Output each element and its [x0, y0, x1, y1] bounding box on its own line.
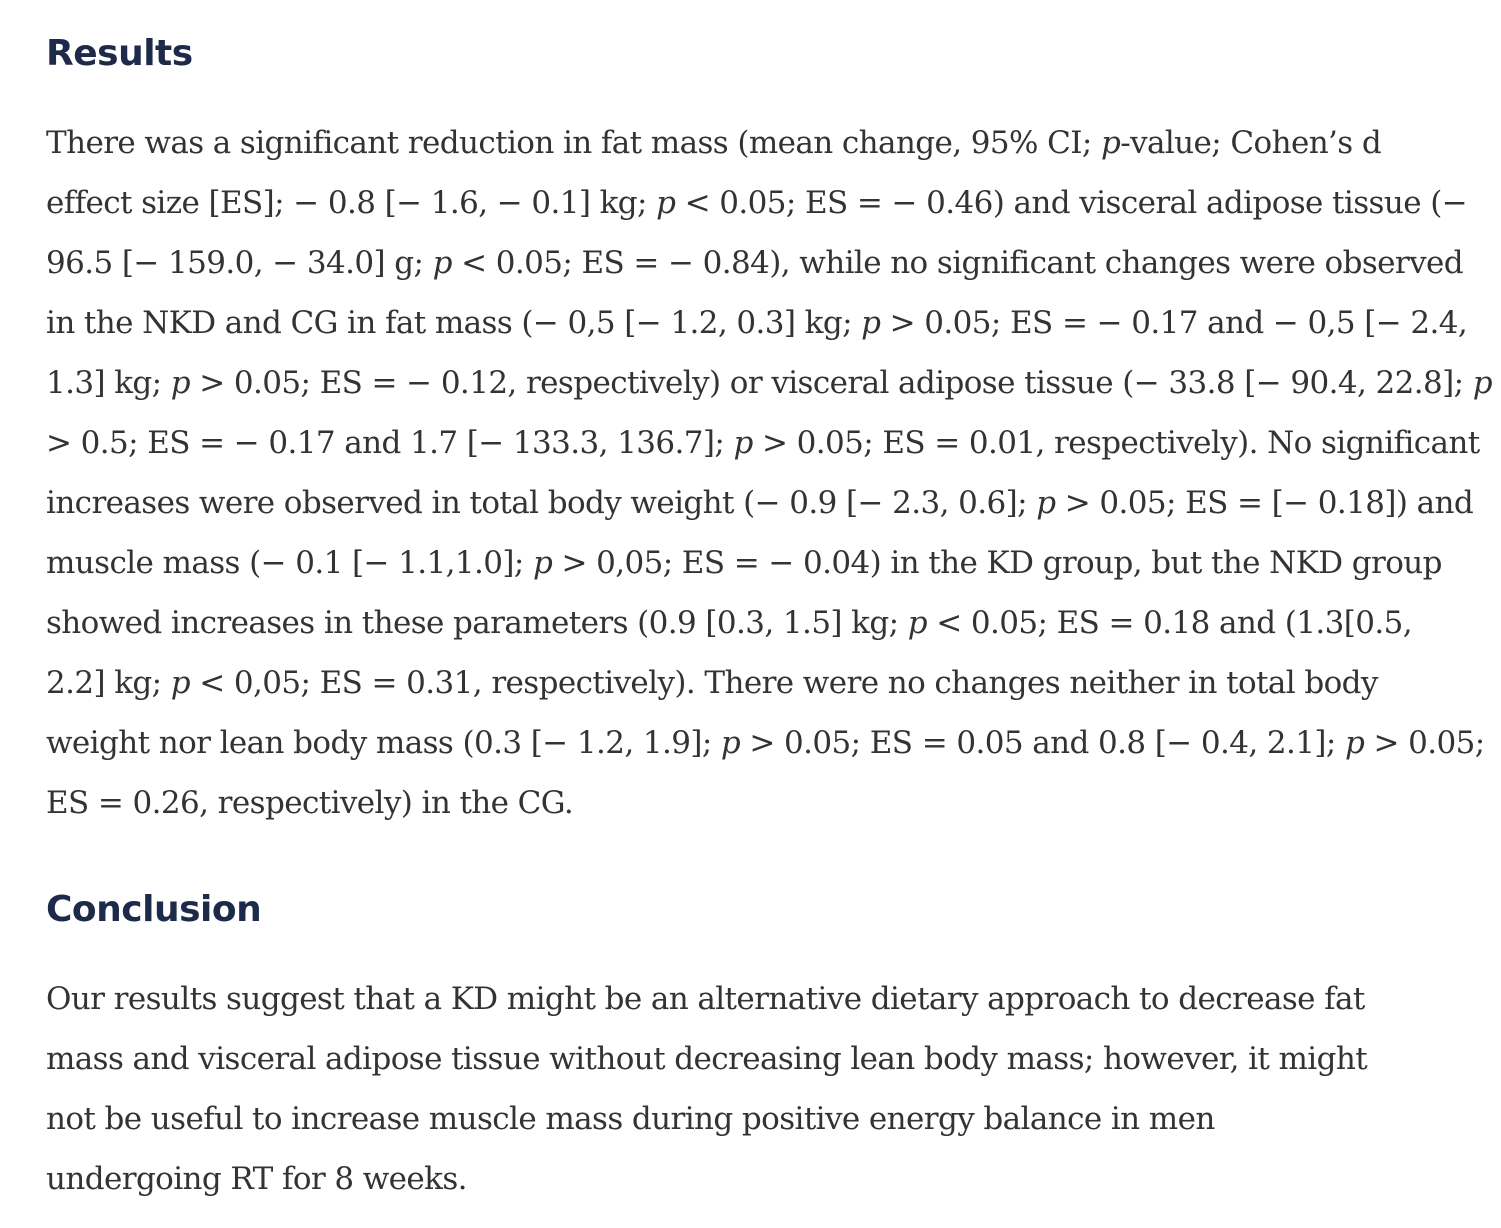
conclusion-paragraph: Our results suggest that a KD might be a…	[46, 969, 1476, 1209]
results-paragraph: There was a significant reduction in fat…	[46, 113, 1493, 833]
conclusion-line: mass and visceral adipose tissue without…	[46, 1041, 1368, 1077]
results-heading: Results	[46, 33, 193, 74]
results-line: showed increases in these parameters (0.…	[46, 605, 1413, 641]
results-line: 1.3] kg; p > 0.05; ES = − 0.12, respecti…	[46, 365, 1493, 401]
results-line: There was a significant reduction in fat…	[46, 125, 1382, 161]
conclusion-line: Our results suggest that a KD might be a…	[46, 981, 1365, 1017]
results-line: muscle mass (− 0.1 [− 1.1,1.0]; p > 0,05…	[46, 545, 1443, 581]
results-line: 96.5 [− 159.0, − 34.0] g; p < 0.05; ES =…	[46, 245, 1464, 281]
results-line: ES = 0.26, respectively) in the CG.	[46, 785, 574, 821]
results-line: 2.2] kg; p < 0,05; ES = 0.31, respective…	[46, 665, 1378, 701]
conclusion-heading: Conclusion	[46, 889, 262, 930]
results-line: increases were observed in total body we…	[46, 485, 1474, 521]
results-line: weight nor lean body mass (0.3 [− 1.2, 1…	[46, 725, 1485, 761]
results-line: in the NKD and CG in fat mass (− 0,5 [− …	[46, 305, 1468, 341]
results-line: > 0.5; ES = − 0.17 and 1.7 [− 133.3, 136…	[46, 425, 1480, 461]
results-line: effect size [ES]; − 0.8 [− 1.6, − 0.1] k…	[46, 185, 1468, 221]
conclusion-line: undergoing RT for 8 weeks.	[46, 1161, 468, 1197]
conclusion-line: not be useful to increase muscle mass du…	[46, 1101, 1215, 1137]
